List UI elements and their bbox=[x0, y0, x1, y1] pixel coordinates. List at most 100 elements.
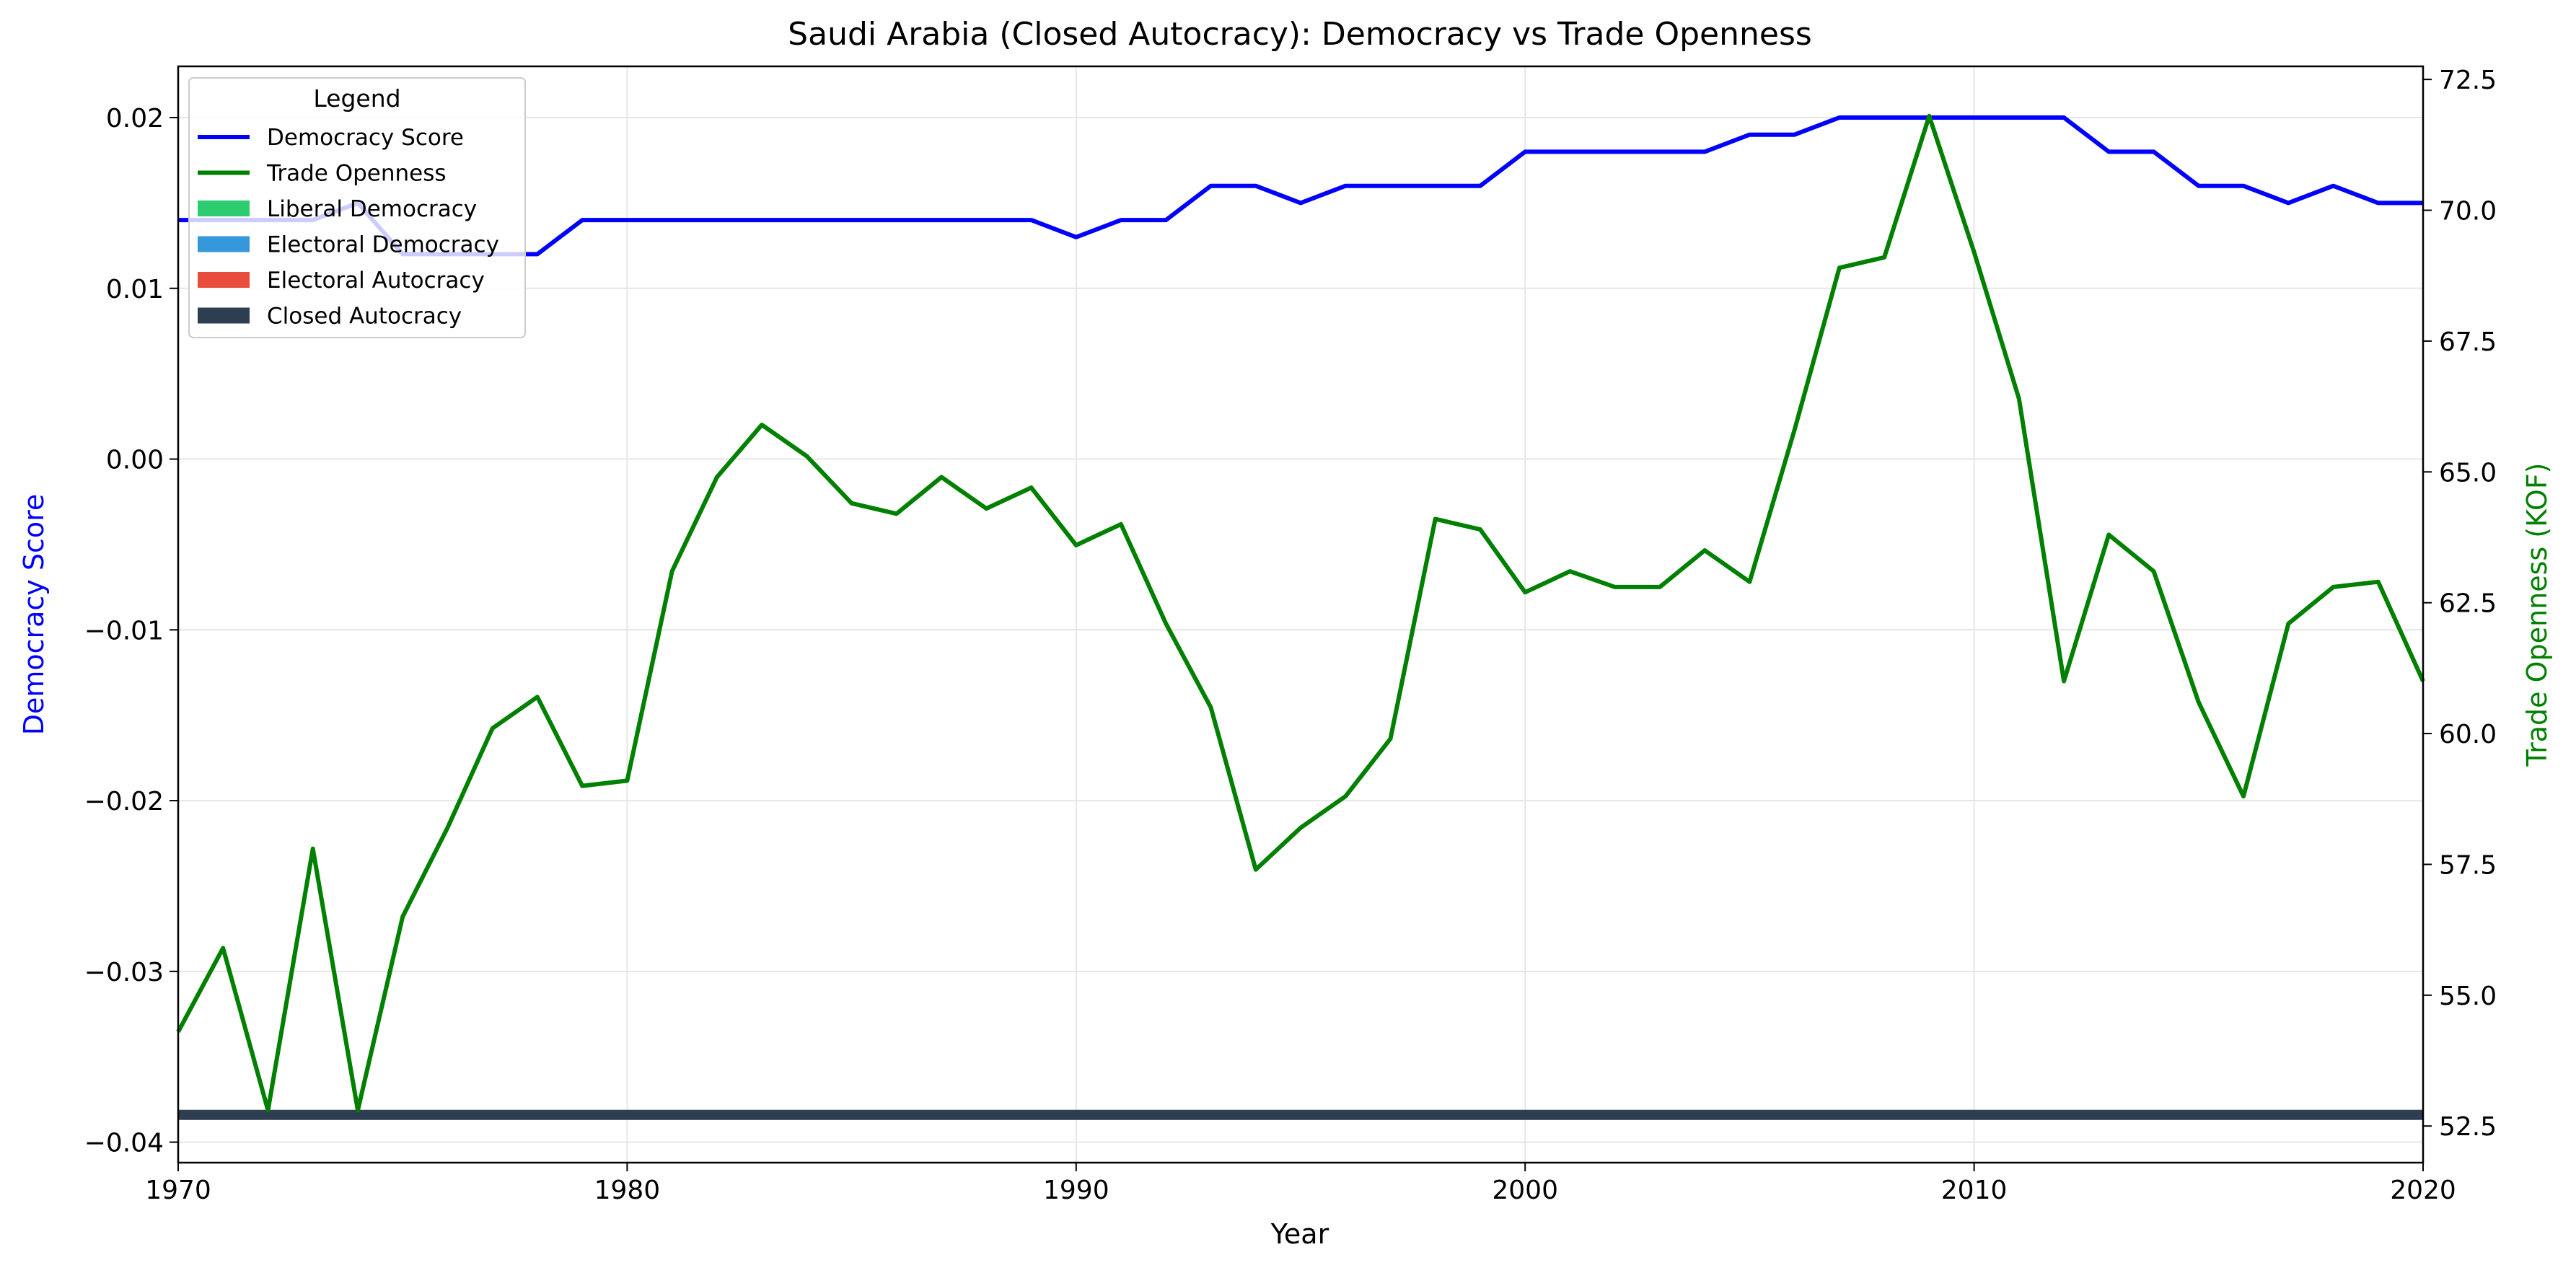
data-point-trade-openness bbox=[1343, 794, 1348, 798]
data-point-trade-openness bbox=[894, 511, 899, 516]
data-point-democracy-score bbox=[1029, 218, 1034, 222]
legend-entries: Democracy Score Trade Openness Liberal Dem… bbox=[198, 125, 499, 330]
data-point-trade-openness bbox=[625, 778, 629, 783]
x-tick-label: 1980 bbox=[594, 1176, 661, 1205]
data-point-trade-openness bbox=[1298, 826, 1303, 830]
data-point-democracy-score bbox=[2062, 115, 2066, 120]
data-point-trade-openness bbox=[2376, 580, 2381, 584]
data-point-democracy-score bbox=[2286, 201, 2290, 205]
x-tick-label: 2000 bbox=[1492, 1176, 1558, 1205]
data-point-trade-openness bbox=[939, 475, 944, 480]
data-point-trade-openness bbox=[1209, 705, 1213, 710]
legend-box bbox=[188, 77, 526, 338]
data-point-trade-openness bbox=[1388, 736, 1392, 741]
x-axis-ticks: 1970 1980 1990 2000 2010 2020 bbox=[145, 1163, 2456, 1205]
y-right-tick-label: 65.0 bbox=[2439, 458, 2497, 488]
data-point-democracy-score bbox=[1433, 184, 1438, 188]
data-point-democracy-score bbox=[894, 218, 899, 222]
data-point-democracy-score bbox=[580, 218, 584, 222]
legend-label-closed-autocracy: Closed Autocracy bbox=[267, 304, 462, 330]
data-point-trade-openness bbox=[2331, 585, 2336, 589]
legend-label-liberal-democracy: Liberal Democracy bbox=[267, 196, 477, 222]
legend-swatch-electoral-autocracy bbox=[198, 272, 250, 288]
data-point-democracy-score bbox=[1523, 149, 1527, 154]
y-left-tick-label: 0.00 bbox=[106, 446, 164, 475]
data-point-democracy-score bbox=[1074, 235, 1078, 239]
data-point-trade-openness bbox=[356, 1108, 360, 1112]
data-point-trade-openness bbox=[1568, 569, 1572, 573]
y-left-tick-label: 0.02 bbox=[106, 104, 164, 133]
y-right-tick-label: 70.0 bbox=[2439, 197, 2497, 226]
data-point-trade-openness bbox=[311, 847, 315, 851]
data-point-trade-openness bbox=[2241, 794, 2246, 798]
data-point-democracy-score bbox=[2331, 184, 2336, 188]
data-point-democracy-score bbox=[1254, 184, 1258, 188]
data-point-trade-openness bbox=[265, 1108, 270, 1112]
data-point-democracy-score bbox=[760, 218, 764, 222]
data-point-trade-openness bbox=[670, 569, 674, 573]
data-point-democracy-score bbox=[850, 218, 854, 222]
legend-label-electoral-democracy: Electoral Democracy bbox=[267, 232, 499, 258]
data-point-democracy-score bbox=[1658, 149, 1662, 154]
y-left-tick-label: 0.01 bbox=[106, 275, 164, 304]
data-point-trade-openness bbox=[445, 826, 449, 830]
data-point-trade-openness bbox=[1613, 585, 1617, 589]
legend-swatch-liberal-democracy bbox=[198, 201, 250, 216]
data-point-democracy-score bbox=[2152, 149, 2156, 154]
series-line-trade-openness bbox=[176, 113, 2425, 1113]
y-left-axis-label: Democracy Score bbox=[18, 494, 50, 736]
data-point-trade-openness bbox=[535, 695, 540, 699]
data-point-trade-openness bbox=[1523, 590, 1527, 594]
data-point-trade-openness bbox=[1972, 250, 1977, 255]
data-point-trade-openness bbox=[2062, 679, 2066, 684]
data-point-trade-openness bbox=[2286, 622, 2290, 626]
data-point-democracy-score bbox=[2106, 149, 2111, 154]
data-point-democracy-score bbox=[1209, 184, 1213, 188]
data-point-trade-openness bbox=[1793, 428, 1797, 432]
data-point-democracy-score bbox=[1972, 115, 1977, 120]
data-point-democracy-score bbox=[1613, 149, 1617, 154]
data-point-democracy-score bbox=[984, 218, 988, 222]
data-point-democracy-score bbox=[939, 218, 944, 222]
data-point-democracy-score bbox=[1702, 149, 1707, 154]
y-right-tick-label: 72.5 bbox=[2439, 66, 2497, 95]
x-axis-label: Year bbox=[1270, 1218, 1329, 1250]
data-point-trade-openness bbox=[2017, 397, 2021, 401]
y-right-tick-label: 55.0 bbox=[2439, 982, 2497, 1011]
data-point-trade-openness bbox=[1164, 622, 1168, 626]
y-left-tick-label: −0.03 bbox=[84, 958, 164, 987]
data-point-trade-openness bbox=[1254, 868, 1258, 872]
y-left-axis-ticks: −0.04 −0.03 −0.02 −0.01 0.00 0.01 0.02 bbox=[84, 104, 178, 1158]
legend-swatch-closed-autocracy bbox=[198, 307, 250, 324]
x-tick-label: 1990 bbox=[1043, 1176, 1109, 1205]
data-point-democracy-score bbox=[804, 218, 809, 222]
data-point-democracy-score bbox=[535, 252, 540, 256]
data-point-democracy-score bbox=[1568, 149, 1572, 154]
y-right-axis-label: Trade Openness (KOF) bbox=[2521, 462, 2553, 767]
y-right-axis-ticks: 52.5 55.0 57.5 60.0 62.5 65.0 67.5 70.0 72.5 bbox=[2423, 66, 2497, 1142]
data-point-trade-openness bbox=[1478, 527, 1482, 532]
data-point-democracy-score bbox=[1882, 115, 1886, 120]
series-layer bbox=[176, 113, 2425, 1113]
y-left-tick-label: −0.01 bbox=[84, 616, 164, 646]
data-point-democracy-score bbox=[2017, 115, 2021, 120]
data-point-trade-openness bbox=[1927, 114, 1931, 118]
data-point-trade-openness bbox=[2106, 532, 2111, 537]
x-tick-label: 2020 bbox=[2390, 1176, 2456, 1205]
x-tick-label: 2010 bbox=[1941, 1176, 2008, 1205]
data-point-democracy-score bbox=[1119, 218, 1123, 222]
y-right-tick-label: 60.0 bbox=[2439, 720, 2497, 749]
data-point-trade-openness bbox=[221, 946, 225, 951]
data-point-trade-openness bbox=[1882, 255, 1886, 260]
data-point-trade-openness bbox=[1702, 548, 1707, 552]
data-point-trade-openness bbox=[1029, 485, 1034, 490]
data-point-democracy-score bbox=[1478, 184, 1482, 188]
y-right-tick-label: 67.5 bbox=[2439, 327, 2497, 357]
y-right-tick-label: 57.5 bbox=[2439, 850, 2497, 880]
data-point-democracy-score bbox=[1747, 133, 1751, 137]
legend: Legend Democracy Score Trade Openness Libe… bbox=[188, 77, 526, 338]
data-point-democracy-score bbox=[670, 218, 674, 222]
x-tick-label: 1970 bbox=[145, 1176, 211, 1205]
data-point-trade-openness bbox=[2197, 700, 2201, 705]
